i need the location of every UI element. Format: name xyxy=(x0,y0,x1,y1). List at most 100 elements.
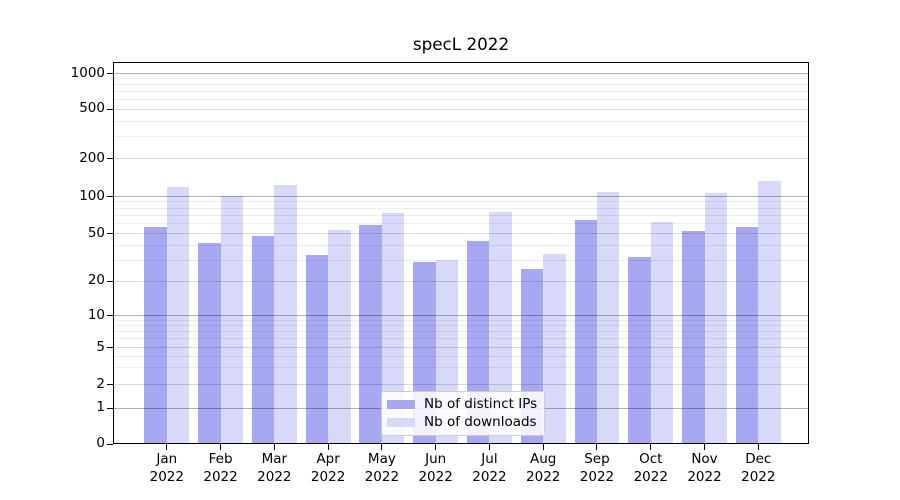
x-tick-label-apr: Apr 2022 xyxy=(310,451,346,485)
minor-gridline xyxy=(113,355,809,357)
legend: Nb of distinct IPs Nb of downloads xyxy=(381,391,545,436)
y-tick xyxy=(107,346,113,348)
minor-gridline xyxy=(113,201,809,203)
y-tick-label: 5 xyxy=(96,338,105,355)
x-tick xyxy=(704,444,706,450)
x-tick-label-feb: Feb 2022 xyxy=(203,451,238,485)
y-tick xyxy=(107,315,113,317)
minor-gridline xyxy=(113,259,809,261)
minor-gridline xyxy=(113,207,809,209)
y-tick-label: 100 xyxy=(79,187,105,204)
y-tick-label: 10 xyxy=(87,307,105,323)
bar-downloads-dec xyxy=(758,180,781,444)
x-tick-label-dec: Dec 2022 xyxy=(741,451,776,485)
minor-gridline xyxy=(113,99,809,101)
y-tick xyxy=(107,158,113,160)
y-tick xyxy=(107,233,113,235)
x-tick xyxy=(220,444,222,450)
y-tick-label: 2 xyxy=(96,375,105,392)
y-tick-label: 1 xyxy=(96,399,105,416)
minor-gridline xyxy=(113,78,809,80)
bar-distinct-ips-sep xyxy=(574,219,597,444)
bar-downloads-nov xyxy=(704,192,727,444)
x-tick-label-may: May 2022 xyxy=(364,451,400,485)
bar-downloads-mar xyxy=(274,185,297,444)
x-tick-label-nov: Nov 2022 xyxy=(687,451,722,485)
minor-gridline xyxy=(113,84,809,86)
bar-downloads-sep xyxy=(596,191,620,444)
minor-gridline xyxy=(113,120,809,122)
major-gridline xyxy=(113,72,809,74)
y-tick xyxy=(107,108,113,110)
y-tick xyxy=(107,443,113,445)
x-tick xyxy=(650,444,652,450)
minor-gridline xyxy=(113,244,809,246)
bar-distinct-ips-dec xyxy=(735,226,759,444)
x-tick-label-mar: Mar 2022 xyxy=(257,451,292,485)
minor-gridline xyxy=(113,136,809,138)
x-tick xyxy=(757,444,759,450)
legend-entry-downloads: Nb of downloads xyxy=(387,414,537,430)
mid-gridline xyxy=(113,383,809,385)
legend-swatch-downloads-icon xyxy=(387,418,415,427)
bar-distinct-ips-apr xyxy=(305,255,329,444)
y-tick-label: 20 xyxy=(87,272,105,289)
x-tick xyxy=(166,444,168,450)
legend-label-downloads: Nb of downloads xyxy=(424,414,537,430)
mid-gridline xyxy=(113,233,809,235)
bar-downloads-jan xyxy=(166,187,190,444)
bar-distinct-ips-oct xyxy=(628,256,651,444)
y-tick-label: 0 xyxy=(96,435,105,452)
bar-distinct-ips-feb xyxy=(198,242,221,444)
bar-downloads-feb xyxy=(220,196,243,444)
minor-gridline xyxy=(113,338,809,340)
mid-gridline xyxy=(113,108,809,110)
x-tick-label-aug: Aug 2022 xyxy=(526,451,561,485)
major-gridline xyxy=(113,195,809,197)
x-tick xyxy=(596,444,598,450)
y-tick-label: 500 xyxy=(79,100,105,117)
bar-distinct-ips-may xyxy=(359,224,382,444)
x-tick-label-jun: Jun 2022 xyxy=(418,451,453,485)
y-tick-label: 200 xyxy=(79,150,105,166)
bar-downloads-apr xyxy=(328,229,351,444)
y-tick xyxy=(107,383,113,385)
minor-gridline xyxy=(113,331,809,333)
x-tick xyxy=(542,444,544,450)
y-tick xyxy=(107,280,113,282)
mid-gridline xyxy=(113,280,809,282)
bar-downloads-aug xyxy=(543,253,566,444)
x-tick-label-oct: Oct 2022 xyxy=(633,451,668,485)
y-tick xyxy=(107,195,113,197)
y-tick xyxy=(107,72,113,74)
y-tick xyxy=(107,407,113,409)
x-tick xyxy=(488,444,490,450)
bar-distinct-ips-mar xyxy=(251,235,275,444)
bar-downloads-oct xyxy=(650,222,674,444)
minor-gridline xyxy=(113,320,809,321)
minor-gridline xyxy=(113,223,809,225)
bar-downloads-jul xyxy=(489,211,512,444)
x-tick-label-sep: Sep 2022 xyxy=(579,451,615,485)
x-tick-label-jul: Jul 2022 xyxy=(472,451,507,485)
legend-swatch-distinct-ips-icon xyxy=(387,400,415,409)
legend-entry-distinct-ips: Nb of distinct IPs xyxy=(387,396,538,412)
bar-downloads-may xyxy=(381,212,405,444)
minor-gridline xyxy=(113,367,809,369)
x-tick-label-jan: Jan 2022 xyxy=(149,451,184,485)
legend-label-distinct-ips: Nb of distinct IPs xyxy=(424,396,538,412)
y-tick-label: 1000 xyxy=(70,64,105,81)
bar-distinct-ips-nov xyxy=(682,230,705,444)
minor-gridline xyxy=(113,325,809,327)
x-tick xyxy=(273,444,275,450)
x-tick xyxy=(435,444,437,450)
y-tick-label: 50 xyxy=(87,225,105,241)
chart-title: specL 2022 xyxy=(412,34,510,54)
mid-gridline xyxy=(113,158,809,160)
x-tick xyxy=(327,444,329,450)
major-gridline xyxy=(113,315,809,317)
minor-gridline xyxy=(113,215,809,217)
x-tick xyxy=(381,444,383,450)
minor-gridline xyxy=(113,91,809,93)
